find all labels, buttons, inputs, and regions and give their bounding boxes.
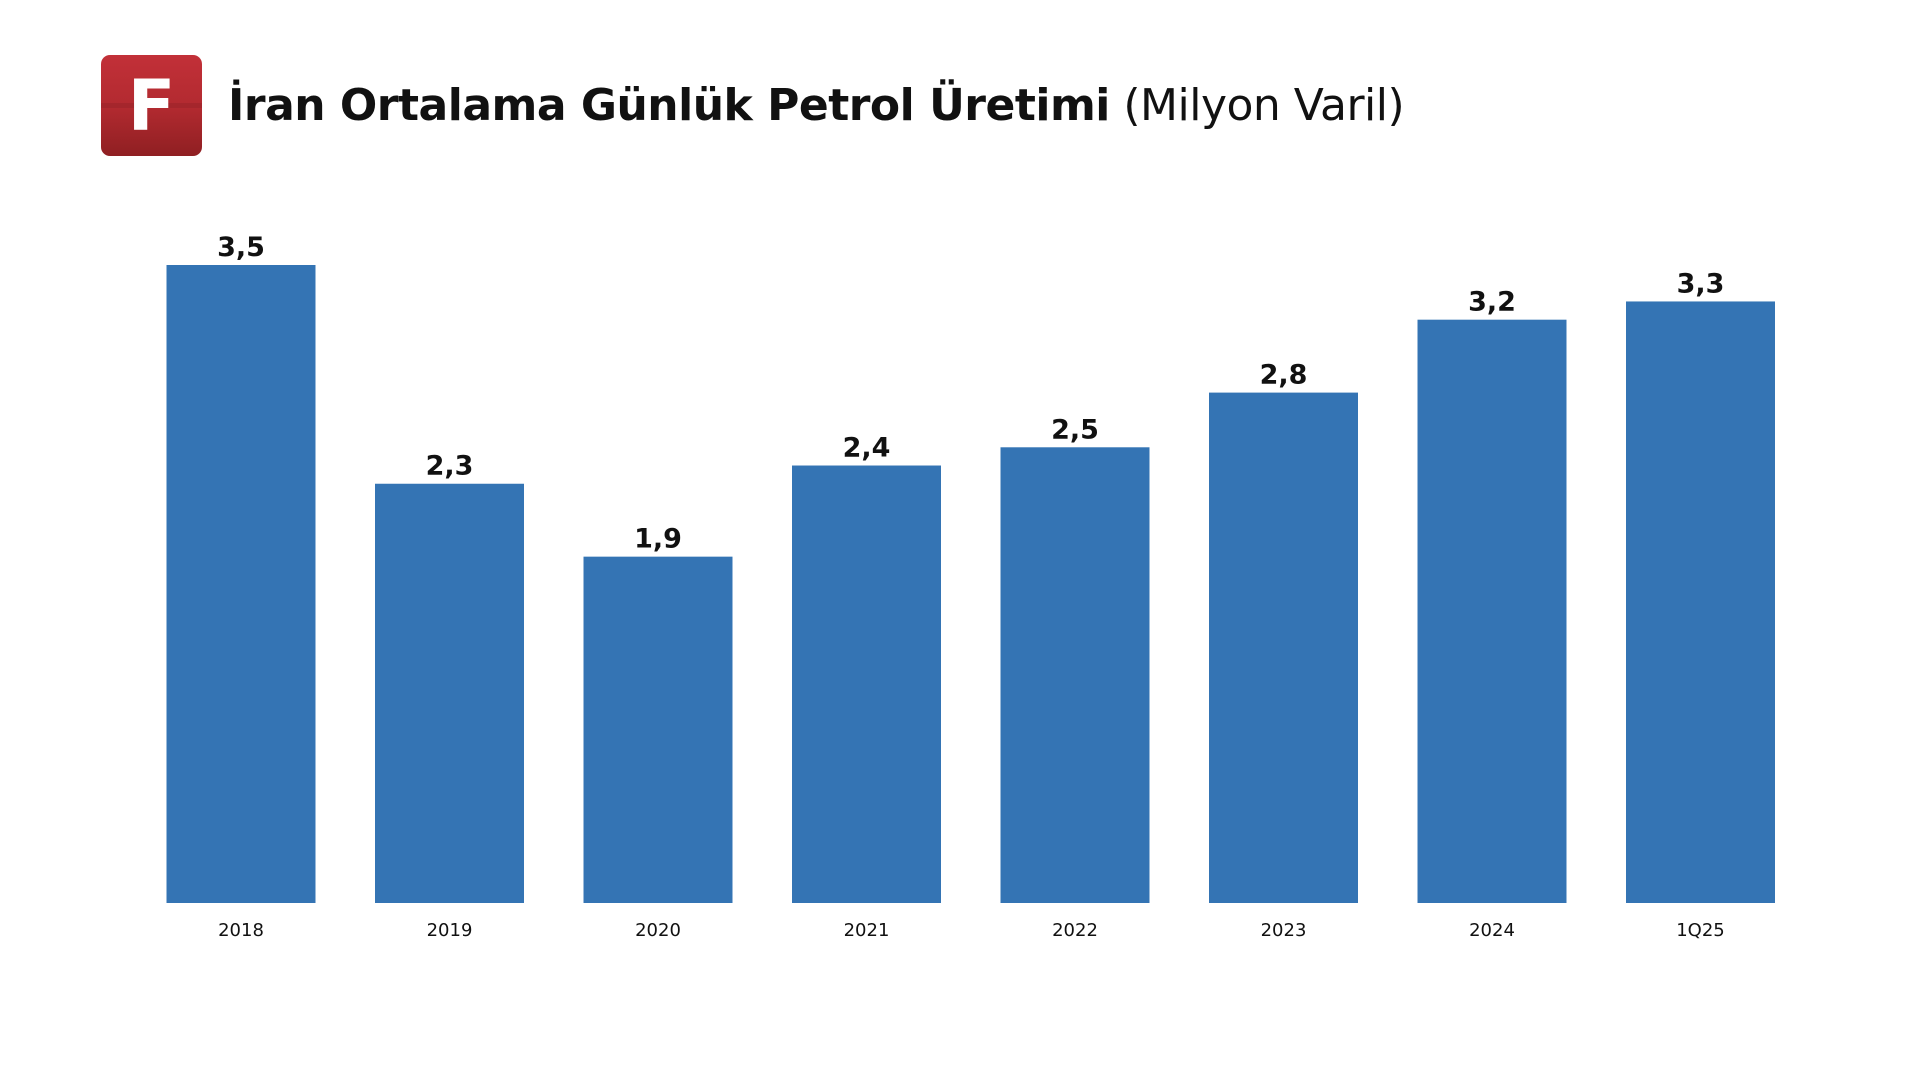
chart-header: F İran Ortalama Günlük Petrol Üretimi (M… xyxy=(101,55,1405,156)
bar-2023 xyxy=(1209,392,1358,903)
value-label-2024: 3,2 xyxy=(1468,287,1516,318)
bar-1Q25 xyxy=(1626,301,1775,903)
x-tick-label-2024: 2024 xyxy=(1469,920,1515,941)
x-tick-label-2018: 2018 xyxy=(218,920,264,941)
value-label-2019: 2,3 xyxy=(426,451,474,482)
x-tick-label-1Q25: 1Q25 xyxy=(1676,920,1725,941)
value-label-2022: 2,5 xyxy=(1051,414,1099,445)
value-label-2021: 2,4 xyxy=(843,433,891,464)
x-tick-label-2023: 2023 xyxy=(1261,920,1307,941)
x-tick-label-2021: 2021 xyxy=(844,920,890,941)
x-tick-label-2022: 2022 xyxy=(1052,920,1098,941)
x-tick-label-2020: 2020 xyxy=(635,920,681,941)
chart-title-main: İran Ortalama Günlük Petrol Üretimi xyxy=(228,80,1110,131)
value-label-1Q25: 3,3 xyxy=(1677,268,1725,299)
value-label-2020: 1,9 xyxy=(634,524,682,555)
bar-2024 xyxy=(1417,319,1567,904)
bar-2018 xyxy=(166,265,316,903)
brand-logo: F xyxy=(101,55,202,156)
bar-2021 xyxy=(792,465,941,903)
chart-title: İran Ortalama Günlük Petrol Üretimi (Mil… xyxy=(228,80,1405,131)
bar-2020 xyxy=(583,556,733,903)
x-tick-label-2019: 2019 xyxy=(427,920,473,941)
value-label-2018: 3,5 xyxy=(217,232,265,263)
bar-2019 xyxy=(375,483,524,903)
brand-logo-letter: F xyxy=(127,64,176,147)
bar-2022 xyxy=(1000,447,1150,903)
value-label-2023: 2,8 xyxy=(1260,360,1308,391)
chart-title-unit: (Milyon Varil) xyxy=(1123,80,1405,131)
